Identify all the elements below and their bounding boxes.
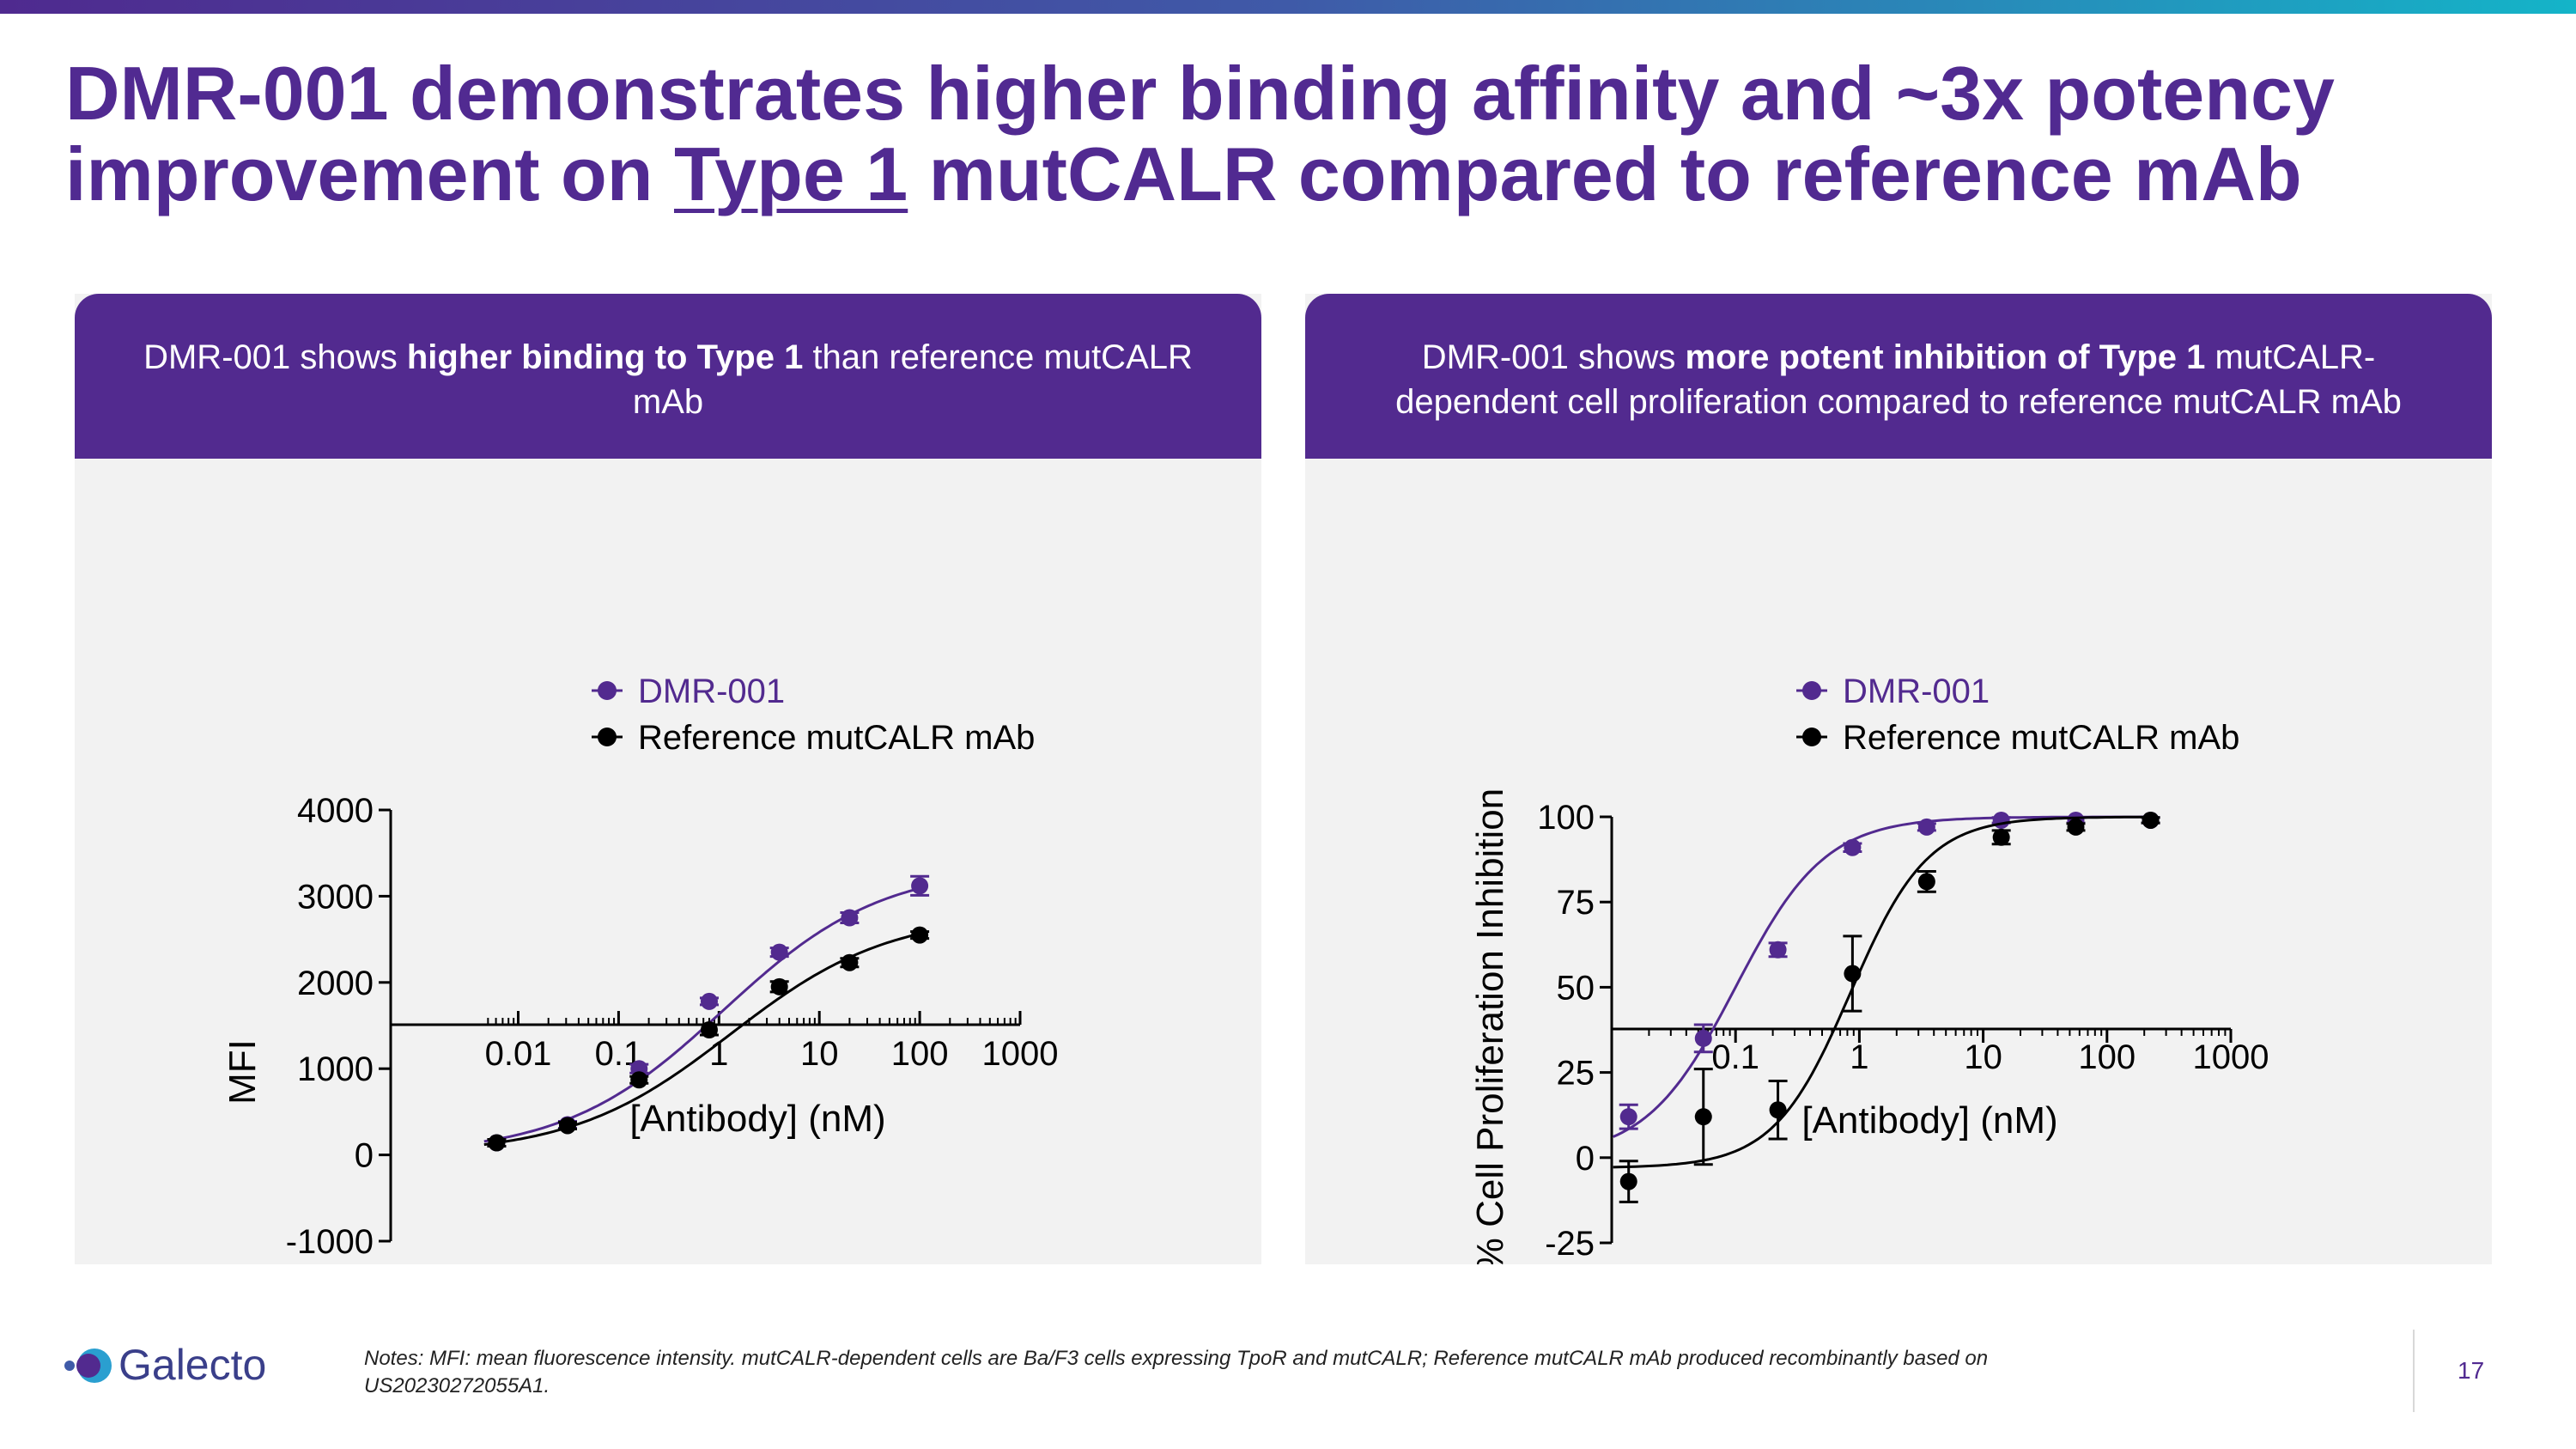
binding-header-text-start: DMR-001 shows — [143, 338, 407, 376]
x-tick-label: 10 — [1964, 1038, 2002, 1076]
inhibition-header-text-end: mutCALR-dependent cell proliferation com… — [1395, 338, 2402, 421]
data-point — [911, 926, 929, 944]
y-tick-label: 4000 — [297, 792, 374, 830]
y-tick-label: -25 — [1545, 1225, 1595, 1263]
inhibition-header-text-start: DMR-001 shows — [1421, 338, 1686, 376]
data-point — [2142, 811, 2160, 829]
legend-marker — [1802, 681, 1821, 700]
x-tick-label: 0.01 — [485, 1035, 552, 1073]
data-point — [558, 1117, 576, 1135]
legend-label: Reference mutCALR mAb — [1843, 719, 2239, 757]
title-line-1: DMR-001 demonstrates higher binding affi… — [65, 51, 2335, 136]
data-point — [1694, 1029, 1712, 1047]
data-point — [911, 877, 929, 895]
y-tick-label: 75 — [1557, 884, 1595, 922]
x-tick-label: 1 — [709, 1035, 728, 1073]
y-tick-label: 2000 — [297, 965, 374, 1002]
data-point — [700, 1021, 718, 1039]
logo-inner-icon — [76, 1354, 100, 1378]
legend-label: DMR-001 — [1843, 673, 1990, 710]
data-point — [488, 1134, 506, 1152]
y-tick-label: 1000 — [297, 1050, 374, 1088]
binding-header-bold: higher binding to Type 1 — [406, 338, 804, 376]
data-point — [841, 953, 859, 971]
data-point — [1992, 811, 2010, 829]
legend-marker — [1802, 728, 1821, 746]
logo-text: Galecto — [118, 1341, 266, 1389]
data-point — [630, 1071, 648, 1089]
data-point — [1619, 1172, 1637, 1190]
data-point — [1917, 818, 1935, 836]
inhibition-panel-header: DMR-001 shows more potent inhibition of … — [1305, 294, 2492, 459]
y-tick-label: 50 — [1557, 969, 1595, 1007]
data-point — [770, 977, 788, 995]
data-point — [1769, 1101, 1787, 1119]
x-axis-label: [Antibody] (nM) — [1801, 1099, 2057, 1142]
data-point — [2067, 818, 2085, 836]
binding-header-text-end: than reference mutCALR mAb — [632, 338, 1193, 421]
title-type1-underlined: Type 1 — [673, 131, 908, 216]
binding-panel: DMR-001 shows higher binding to Type 1 t… — [75, 294, 1261, 1264]
binding-chart: DMR-001 Reference mutCALR mAb -1000 0 1000 20… — [222, 673, 1059, 1261]
page-number: 17 — [2458, 1357, 2485, 1384]
y-tick-label: 3000 — [297, 878, 374, 916]
y-tick-label: 0 — [1576, 1140, 1595, 1178]
y-tick-label: 25 — [1557, 1055, 1595, 1093]
fit-curve — [1613, 815, 2156, 1138]
title-line-2-end: mutCALR compared to reference mAb — [908, 131, 2302, 216]
data-point — [1844, 838, 1862, 856]
data-point — [770, 943, 788, 961]
x-tick-label: 1000 — [982, 1035, 1059, 1073]
y-tick-label: 100 — [1537, 799, 1595, 837]
x-tick-label: 100 — [2078, 1038, 2136, 1076]
inhibition-header-bold: more potent inhibition of Type 1 — [1685, 338, 2206, 376]
legend-marker — [598, 681, 617, 700]
galecto-logo: Galecto — [64, 1341, 266, 1389]
data-point — [1769, 941, 1787, 959]
data-point — [841, 909, 859, 927]
inhibition-panel: DMR-001 shows more potent inhibition of … — [1305, 294, 2492, 1264]
y-tick-label: 0 — [355, 1137, 374, 1175]
x-tick-label: 0.1 — [1711, 1038, 1759, 1076]
x-tick-label: 1000 — [2193, 1038, 2269, 1076]
data-point — [700, 992, 718, 1010]
legend-marker — [598, 728, 617, 746]
logo-dot-icon — [64, 1361, 75, 1371]
x-tick-label: 1 — [1850, 1038, 1868, 1076]
data-point — [1844, 965, 1862, 983]
x-axis-label: [Antibody] (nM) — [629, 1098, 885, 1140]
x-tick-label: 100 — [891, 1035, 949, 1073]
top-gradient-bar — [0, 0, 2576, 14]
slide-title: DMR-001 demonstrates higher binding affi… — [65, 53, 2521, 215]
footnote: Notes: MFI: mean fluorescence intensity.… — [364, 1347, 1989, 1397]
y-axis-label: MFI — [222, 1039, 264, 1105]
y-tick-label: -1000 — [286, 1223, 374, 1261]
legend-label: DMR-001 — [638, 673, 785, 710]
data-point — [1619, 1108, 1637, 1126]
footer-divider — [2413, 1330, 2415, 1412]
data-point — [1917, 873, 1935, 891]
legend-label: Reference mutCALR mAb — [638, 719, 1035, 757]
data-point — [1992, 828, 2010, 846]
binding-panel-header: DMR-001 shows higher binding to Type 1 t… — [75, 294, 1261, 459]
title-line-2-start: improvement on — [65, 131, 674, 216]
y-axis-label: % Cell Proliferation Inhibition — [1469, 788, 1511, 1264]
data-point — [1694, 1108, 1712, 1126]
x-tick-label: 10 — [800, 1035, 839, 1073]
